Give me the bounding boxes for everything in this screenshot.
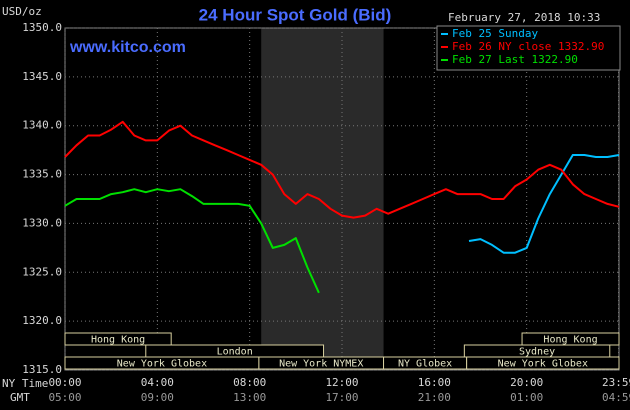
x-tick-label: 16:00 xyxy=(418,376,451,389)
legend-label: Feb 25 Sunday xyxy=(452,27,538,40)
session-bar xyxy=(64,332,172,346)
legend-label: Feb 27 Last 1322.90 xyxy=(452,53,578,66)
x-tick-label: 12:00 xyxy=(325,376,358,389)
y-tick-label: 1325.0 xyxy=(22,265,62,278)
series-line xyxy=(64,188,320,294)
session-label: New York NYMEX xyxy=(279,359,363,370)
y-tick-label: 1350.0 xyxy=(22,21,62,34)
session-label: NY Globex xyxy=(398,359,452,370)
session-label: New York Globex xyxy=(498,359,588,370)
x-tick-label: 04:00 xyxy=(141,376,174,389)
series-line xyxy=(64,120,620,219)
x2-axis-label: GMT xyxy=(10,391,30,404)
session-label: Sydney xyxy=(519,347,555,358)
chart-title: 24 Hour Spot Gold (Bid) xyxy=(199,5,392,24)
website: www.kitco.com xyxy=(69,39,186,56)
session-label: New York Globex xyxy=(117,359,207,370)
x2-tick-label: 17:00 xyxy=(325,391,358,404)
x2-tick-label: 01:00 xyxy=(510,391,543,404)
y-tick-label: 1330.0 xyxy=(22,216,62,229)
x-axis-label: NY Time xyxy=(2,377,48,390)
timestamp: February 27, 2018 10:33 xyxy=(448,11,600,24)
legend-box xyxy=(436,25,621,71)
x-tick-label: 23:59 xyxy=(602,376,630,389)
series-line xyxy=(468,154,620,254)
y-tick-label: 1320.0 xyxy=(22,314,62,327)
session-bar xyxy=(466,356,620,370)
session-label: London xyxy=(217,347,253,358)
x-tick-label: 08:00 xyxy=(233,376,266,389)
legend-label: Feb 26 NY close 1332.90 xyxy=(452,40,604,53)
x-tick-label: 20:00 xyxy=(510,376,543,389)
y-tick-label: 1345.0 xyxy=(22,70,62,83)
y-tick-label: 1340.0 xyxy=(22,119,62,132)
shaded-region xyxy=(261,28,384,370)
session-label: Hong Kong xyxy=(91,335,145,346)
x2-tick-label: 13:00 xyxy=(233,391,266,404)
session-label: Hong Kong xyxy=(543,335,597,346)
y-tick-label: 1315.0 xyxy=(22,363,62,376)
x2-tick-label: 05:00 xyxy=(48,391,81,404)
x2-tick-label: 09:00 xyxy=(141,391,174,404)
x-tick-label: 00:00 xyxy=(48,376,81,389)
y-tick-label: 1335.0 xyxy=(22,168,62,181)
y-axis-label: USD/oz xyxy=(2,5,42,18)
x2-tick-label: 21:00 xyxy=(418,391,451,404)
x2-tick-label: 04:59 xyxy=(602,391,630,404)
